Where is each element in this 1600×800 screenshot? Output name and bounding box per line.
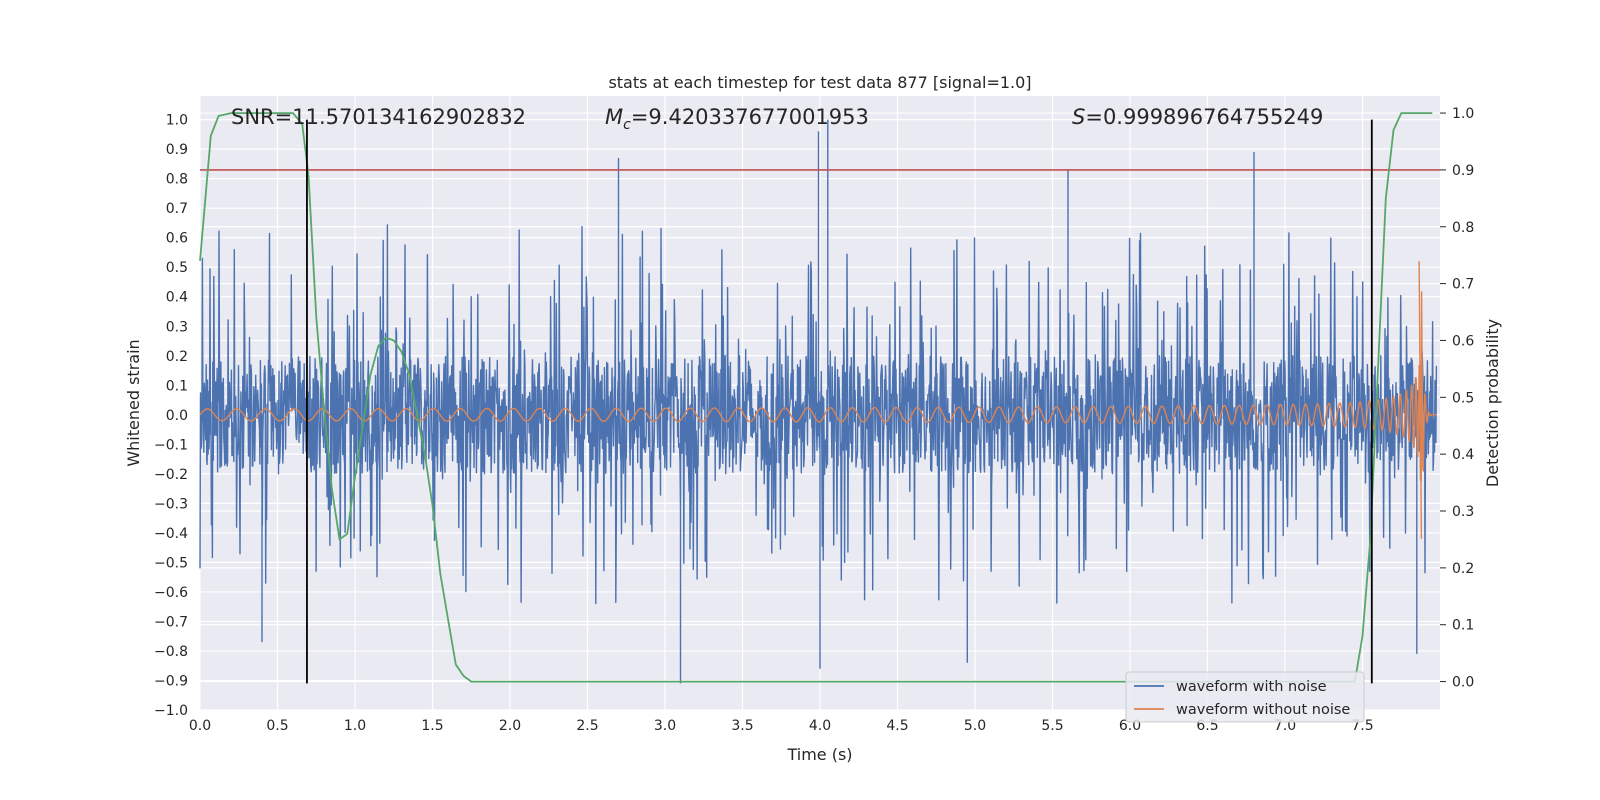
- x-tick-label: 2.0: [499, 718, 521, 734]
- y2-tick-label: 0.9: [1452, 163, 1474, 179]
- y-tick-label: 0.9: [166, 142, 188, 158]
- x-tick-label: 3.0: [654, 718, 676, 734]
- s-symbol: S: [1072, 105, 1085, 129]
- y2-tick-label: 0.0: [1452, 675, 1474, 691]
- x-tick-label: 0.5: [266, 718, 288, 734]
- y2-tick-labels: 0.0 0.1 0.2 0.3 0.4 0.5 0.6 0.7 0.8 0.9 1.0: [1440, 106, 1474, 691]
- series-waveform-without-noise: [199, 261, 1437, 539]
- snr-annotation: SNR=11.570134162902832: [231, 105, 526, 129]
- y-tick-label: −1.0: [154, 703, 188, 719]
- x-tick-label: 1.5: [421, 718, 443, 734]
- mc-annotation: Mc=9.420337677001953: [605, 105, 869, 133]
- y-tick-label: 0.7: [166, 201, 188, 217]
- series-layer: [199, 119, 1438, 684]
- y2-tick-label: 0.8: [1452, 220, 1474, 236]
- y-tick-label: −0.5: [154, 555, 188, 571]
- y-axis-label: Whitened strain: [124, 339, 143, 466]
- y-tick-label: 0.4: [166, 290, 188, 306]
- y-tick-label: −0.3: [154, 496, 188, 512]
- y-tick-labels: −1.0 −0.9 −0.8 −0.7 −0.6 −0.5 −0.4 −0.3 −0.2 −0.1…: [154, 113, 188, 719]
- mc-symbol: M: [605, 105, 623, 129]
- x-tick-label: 0.0: [189, 718, 211, 734]
- y-tick-label: −0.1: [154, 437, 188, 453]
- y-tick-label: −0.8: [154, 644, 188, 660]
- s-value: =0.999896764755249: [1085, 105, 1323, 129]
- s-annotation: S=0.999896764755249: [1072, 105, 1323, 129]
- y-tick-label: −0.2: [154, 467, 188, 483]
- x-tick-label: 4.0: [809, 718, 831, 734]
- x-tick-label: 3.5: [731, 718, 753, 734]
- x-axis-label: Time (s): [786, 745, 852, 764]
- y-tick-label: 0.0: [166, 408, 188, 424]
- chart-title: stats at each timestep for test data 877…: [608, 73, 1031, 92]
- legend-label-clean: waveform without noise: [1176, 702, 1350, 718]
- mc-subscript: c: [623, 117, 631, 133]
- y-tick-label: −0.7: [154, 614, 188, 630]
- series-waveform-with-noise: [199, 119, 1438, 684]
- y-tick-label: 0.6: [166, 231, 188, 247]
- overlay-layer: [199, 112, 1440, 684]
- y2-tick-label: 0.2: [1452, 561, 1474, 577]
- y2-tick-label: 0.6: [1452, 333, 1474, 349]
- y-tick-label: 0.1: [166, 378, 188, 394]
- series-detection-probability: [199, 112, 1433, 683]
- legend-box: [1125, 671, 1365, 723]
- y-tick-label: −0.9: [154, 673, 188, 689]
- x-tick-label: 5.0: [964, 718, 986, 734]
- y-tick-label: 0.8: [166, 172, 188, 188]
- x-tick-label: 5.5: [1041, 718, 1063, 734]
- y-tick-label: −0.6: [154, 585, 188, 601]
- y2-tick-label: 1.0: [1452, 106, 1474, 122]
- y-tick-label: 1.0: [166, 113, 188, 129]
- y2-tick-label: 0.1: [1452, 618, 1474, 634]
- y-tick-label: −0.4: [154, 526, 188, 542]
- y-tick-label: 0.3: [166, 319, 188, 335]
- y-tick-label: 0.2: [166, 349, 188, 365]
- x-tick-label: 2.5: [576, 718, 598, 734]
- x-tick-label: 4.5: [886, 718, 908, 734]
- mc-value: =9.420337677001953: [631, 105, 869, 129]
- y2-axis-label: Detection probability: [1483, 319, 1502, 487]
- y2-tick-label: 0.4: [1452, 447, 1474, 463]
- y2-tick-label: 0.3: [1452, 504, 1474, 520]
- y-tick-label: 0.5: [166, 260, 188, 276]
- legend: waveform with noise waveform without noi…: [1125, 671, 1365, 723]
- y2-tick-label: 0.7: [1452, 277, 1474, 293]
- legend-label-noise: waveform with noise: [1176, 679, 1327, 695]
- x-tick-label: 1.0: [344, 718, 366, 734]
- y2-tick-label: 0.5: [1452, 390, 1474, 406]
